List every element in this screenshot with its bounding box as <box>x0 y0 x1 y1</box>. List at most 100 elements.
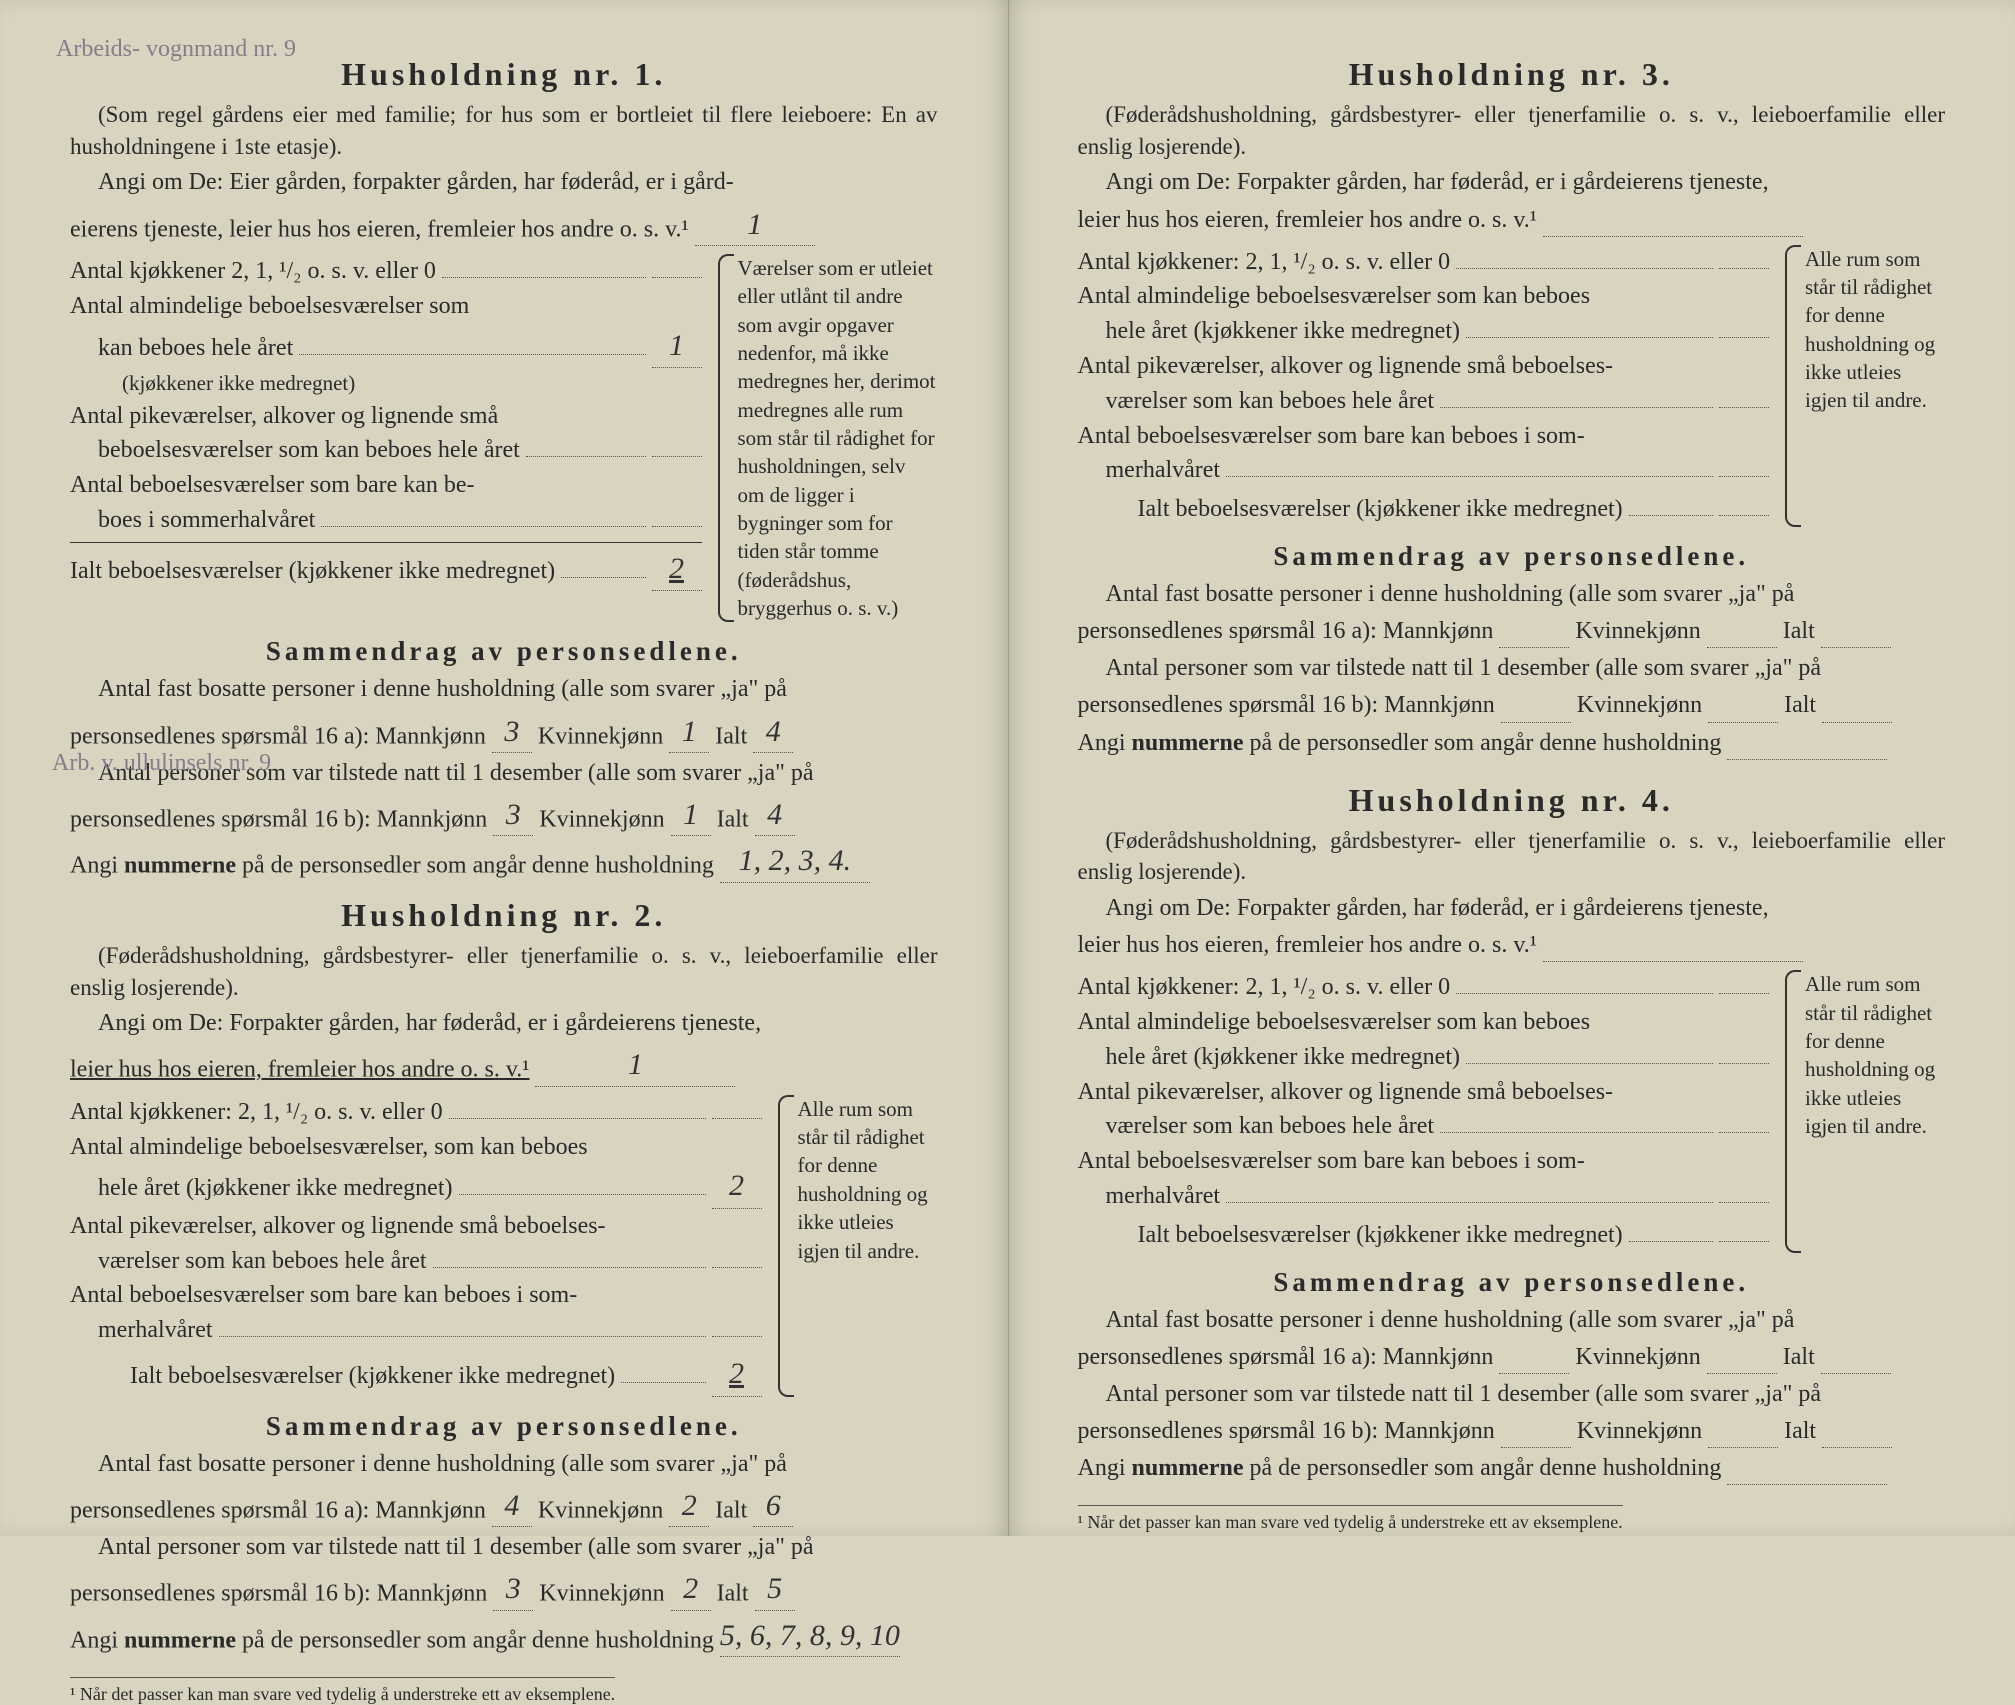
h4-s1b-k-label: Kvinnekjønn <box>1575 1344 1700 1370</box>
h4-angi-a: Angi om De: Forpakter gården, har føderå… <box>1078 892 1946 925</box>
h2-title: Husholdning nr. 2. <box>70 897 938 934</box>
h1-r1: Antal kjøkkener 2, 1, ¹/₂ o. s. v. eller… <box>70 254 702 289</box>
h4-s1a: Antal fast bosatte personer i denne hush… <box>1078 1304 1946 1337</box>
h3-numline: Angi nummerne på de personsedler som ang… <box>1078 727 1946 760</box>
h1-rows-block: Antal kjøkkener 2, 1, ¹/₂ o. s. v. eller… <box>70 254 938 622</box>
h4-angi-b: leier hus hos eieren, fremleier hos andr… <box>1078 929 1946 962</box>
h2-r2a-label: Antal almindelige beboelsesværelser, som… <box>70 1130 588 1165</box>
h1-intro: (Som regel gårdens eier med familie; for… <box>70 99 938 162</box>
h4-r1: Antal kjøkkener: 2, 1, ¹/₂ o. s. v. elle… <box>1078 970 1770 1005</box>
h3-rows-block: Antal kjøkkener: 2, 1, ¹/₂ o. s. v. elle… <box>1078 245 1946 527</box>
h2-s1a: Antal fast bosatte personer i denne hush… <box>70 1448 938 1481</box>
h4-r2a: Antal almindelige beboelsesværelser som … <box>1078 1005 1770 1040</box>
h2-r1: Antal kjøkkener: 2, 1, ¹/₂ o. s. v. elle… <box>70 1095 762 1130</box>
h1-numval: 1, 2, 3, 4. <box>720 840 870 882</box>
h2-r3b: værelser som kan beboes hele året <box>70 1244 762 1279</box>
h2-s1b-i-label: Ialt <box>715 1497 747 1523</box>
h3-r1: Antal kjøkkener: 2, 1, ¹/₂ o. s. v. elle… <box>1078 245 1770 280</box>
h3-summary-title: Sammendrag av personsedlene. <box>1078 541 1946 572</box>
h1-r4-val <box>652 526 702 527</box>
h4-numline-text: Angi nummerne på de personsedler som ang… <box>1078 1455 1722 1481</box>
h1-s2-i: 4 <box>755 794 795 836</box>
h2-r2-val: 2 <box>712 1164 762 1209</box>
h3-angi-b: leier hus hos eieren, fremleier hos andr… <box>1078 204 1946 237</box>
h3-side-note: Alle rum som står til rådighet for denne… <box>1787 245 1945 527</box>
h2-s2b-m-label: personsedlenes spørsmål 16 b): Mannkjønn <box>70 1580 487 1606</box>
left-footnote: ¹ Når det passer kan man svare ved tydel… <box>70 1677 615 1705</box>
h2-rows-block: Antal kjøkkener: 2, 1, ¹/₂ o. s. v. elle… <box>70 1095 938 1397</box>
h1-side-text: Værelser som er utleiet eller utlånt til… <box>738 256 936 620</box>
h3-r3-val <box>1719 407 1769 408</box>
h2-total: Ialt beboelsesværelser (kjøkkener ikke m… <box>70 1352 762 1397</box>
h1-angi-b-text: eierens tjeneste, leier hus hos eieren, … <box>70 216 689 242</box>
h2-r3a-label: Antal pikeværelser, alkover og lignende … <box>70 1209 606 1244</box>
h4-r2b-label: hele året (kjøkkener ikke medregnet) <box>1078 1040 1461 1075</box>
h3-s1b-k-label: Kvinnekjønn <box>1575 618 1700 644</box>
left-page: Arbeids- vognmand nr. 9 Husholdning nr. … <box>0 0 1008 1536</box>
h3-r3a-label: Antal pikeværelser, alkover og lignende … <box>1078 349 1614 384</box>
h1-s1-i: 4 <box>753 711 793 753</box>
h4-title: Husholdning nr. 4. <box>1078 782 1946 819</box>
h2-s2-m: 3 <box>493 1568 533 1610</box>
h3-s2a: Antal personer som var tilstede natt til… <box>1078 652 1946 685</box>
h1-angi-a: Angi om De: Eier gården, forpakter gårde… <box>70 166 938 199</box>
h2-total-label: Ialt beboelsesværelser (kjøkkener ikke m… <box>70 1359 615 1394</box>
h3-s2-k <box>1708 722 1778 723</box>
h2-angi-val: 1 <box>535 1044 735 1086</box>
h3-intro: (Føderådshusholdning, gårdsbestyrer- ell… <box>1078 99 1946 162</box>
h2-side-text: Alle rum som står til rådighet for denne… <box>798 1097 928 1263</box>
h2-rows: Antal kjøkkener: 2, 1, ¹/₂ o. s. v. elle… <box>70 1095 762 1397</box>
h3-s1b: personsedlenes spørsmål 16 a): Mannkjønn… <box>1078 615 1946 648</box>
h3-r4b: merhalvåret <box>1078 453 1770 488</box>
h1-r2a: Antal almindelige beboelsesværelser som <box>70 289 702 324</box>
brace-icon <box>778 1095 794 1397</box>
h4-side-note: Alle rum som står til rådighet for denne… <box>1787 970 1945 1252</box>
h3-r4a: Antal beboelsesværelser som bare kan beb… <box>1078 419 1770 454</box>
h4-s2-i <box>1822 1447 1892 1448</box>
pencil-note-mid: Arb. v. ullulinsels nr. 9 <box>52 750 271 776</box>
h3-side-text: Alle rum som står til rådighet for denne… <box>1805 247 1935 413</box>
h4-rows-block: Antal kjøkkener: 2, 1, ¹/₂ o. s. v. elle… <box>1078 970 1946 1252</box>
h4-r1-label: Antal kjøkkener: 2, 1, ¹/₂ o. s. v. elle… <box>1078 970 1451 1005</box>
h2-r2b-label: hele året (kjøkkener ikke medregnet) <box>70 1171 453 1206</box>
h4-r1-val <box>1719 993 1769 994</box>
h2-s2-k: 2 <box>671 1568 711 1610</box>
h4-r4a-label: Antal beboelsesværelser som bare kan beb… <box>1078 1144 1585 1179</box>
h1-r3b: beboelsesværelser som kan beboes hele år… <box>70 433 702 468</box>
h1-r2b: kan beboes hele året1 <box>70 324 702 369</box>
h3-r2-val <box>1719 337 1769 338</box>
h2-total-val: 2 <box>712 1352 762 1397</box>
h1-s1a: Antal fast bosatte personer i denne hush… <box>70 673 938 706</box>
h4-s2b-m-label: personsedlenes spørsmål 16 b): Mannkjønn <box>1078 1418 1495 1444</box>
h2-intro: (Føderådshusholdning, gårdsbestyrer- ell… <box>70 940 938 1003</box>
h1-numline: Angi nummerne på de personsedler som ang… <box>70 840 938 882</box>
h3-total-val <box>1719 515 1769 516</box>
h2-s1b: personsedlenes spørsmål 16 a): Mannkjønn… <box>70 1485 938 1527</box>
page-spread: Arbeids- vognmand nr. 9 Husholdning nr. … <box>0 0 2015 1536</box>
h4-r3b: værelser som kan beboes hele året <box>1078 1109 1770 1144</box>
h1-r2c: (kjøkkener ikke medregnet) <box>70 368 702 398</box>
h1-r4a-label: Antal beboelsesværelser som bare kan be- <box>70 468 475 503</box>
h2-numval: 5, 6, 7, 8, 9, 10 <box>720 1615 900 1657</box>
h1-s1b-k-label: Kvinnekjønn <box>538 723 663 749</box>
h4-s1b-i-label: Ialt <box>1783 1344 1815 1370</box>
h3-s1b-i-label: Ialt <box>1783 618 1815 644</box>
h3-s1a: Antal fast bosatte personer i denne hush… <box>1078 578 1946 611</box>
h2-s1b-m-label: personsedlenes spørsmål 16 a): Mannkjønn <box>70 1497 486 1523</box>
h3-s2b: personsedlenes spørsmål 16 b): Mannkjønn… <box>1078 689 1946 722</box>
h4-s1b-m-label: personsedlenes spørsmål 16 a): Mannkjønn <box>1078 1344 1494 1370</box>
h2-r4b: merhalvåret <box>70 1313 762 1348</box>
brace-icon <box>1785 245 1801 527</box>
h2-side-note: Alle rum som står til rådighet for denne… <box>780 1095 938 1397</box>
h4-s1-k <box>1707 1373 1777 1374</box>
h4-rows: Antal kjøkkener: 2, 1, ¹/₂ o. s. v. elle… <box>1078 970 1770 1252</box>
h1-s1b-m-label: personsedlenes spørsmål 16 a): Mannkjønn <box>70 723 486 749</box>
h2-s2b-k-label: Kvinnekjønn <box>539 1580 664 1606</box>
h4-angi-b-text: leier hus hos eieren, fremleier hos andr… <box>1078 932 1537 958</box>
h3-s2b-k-label: Kvinnekjønn <box>1577 692 1702 718</box>
h3-numval <box>1727 759 1887 760</box>
h2-s1b-k-label: Kvinnekjønn <box>538 1497 663 1523</box>
h4-total-label: Ialt beboelsesværelser (kjøkkener ikke m… <box>1078 1218 1623 1253</box>
h3-s2b-m-label: personsedlenes spørsmål 16 b): Mannkjønn <box>1078 692 1495 718</box>
h1-s1b: personsedlenes spørsmål 16 a): Mannkjønn… <box>70 711 938 753</box>
